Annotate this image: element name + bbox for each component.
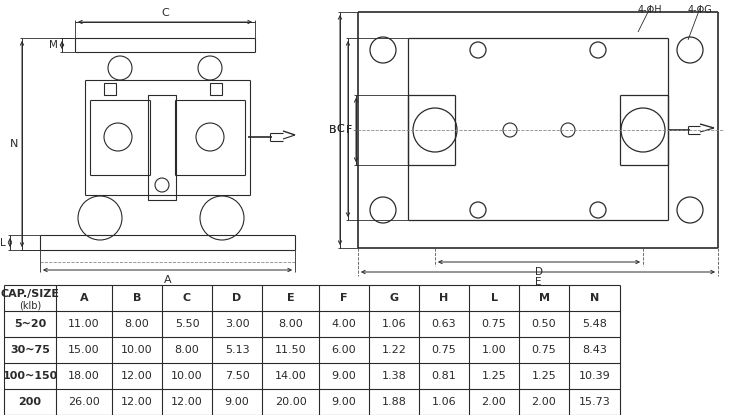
Bar [210,83,222,95]
Text: 10.00: 10.00 [172,371,203,381]
Text: E: E [535,277,541,287]
Text: 5.13: 5.13 [225,345,250,355]
Text: 26.00: 26.00 [68,397,100,407]
Text: A: A [80,293,88,303]
Text: 2.00: 2.00 [531,397,556,407]
Text: 12.00: 12.00 [171,397,203,407]
Text: 0.50: 0.50 [531,319,556,329]
Text: N: N [9,139,18,149]
Text: 1.22: 1.22 [382,345,407,355]
Text: 10.00: 10.00 [121,345,153,355]
Text: 12.00: 12.00 [121,371,153,381]
Text: C: C [337,124,344,134]
Text: G: G [389,293,399,303]
Text: 4-ΦH: 4-ΦH [638,5,662,15]
Text: 8.43: 8.43 [582,345,607,355]
Text: L: L [0,237,6,247]
Text: C: C [337,124,344,134]
Text: 5~20: 5~20 [14,319,46,329]
Text: 12.00: 12.00 [121,397,153,407]
Text: C: C [183,293,191,303]
Text: 9.00: 9.00 [331,397,356,407]
Text: H: H [439,293,449,303]
Text: 2.00: 2.00 [482,397,507,407]
Text: D: D [535,267,543,277]
Text: 5.48: 5.48 [582,319,607,329]
Text: B: B [329,125,336,135]
Text: M: M [49,40,58,50]
Text: 4.00: 4.00 [331,319,356,329]
Text: 0.75: 0.75 [431,345,456,355]
Text: 7.50: 7.50 [225,371,250,381]
Text: 1.06: 1.06 [431,397,456,407]
Bar [148,95,176,200]
Text: B: B [133,293,141,303]
Text: 1.00: 1.00 [482,345,507,355]
Text: CAP./SIZE: CAP./SIZE [1,289,60,299]
Text: 15.73: 15.73 [579,397,610,407]
Text: F: F [345,125,352,135]
Text: 8.00: 8.00 [125,319,150,329]
Text: 18.00: 18.00 [68,371,100,381]
Text: B: B [328,125,336,135]
Text: 0.75: 0.75 [482,319,507,329]
Text: 0.81: 0.81 [431,371,456,381]
Text: 30~75: 30~75 [10,345,50,355]
Text: 4-ΦG: 4-ΦG [688,5,712,15]
Text: 1.38: 1.38 [382,371,407,381]
Text: 8.00: 8.00 [278,319,303,329]
Text: 1.06: 1.06 [382,319,407,329]
Text: D: D [232,293,242,303]
Text: 11.00: 11.00 [68,319,100,329]
Text: N: N [590,293,599,303]
Text: A: A [164,275,172,285]
Text: 1.25: 1.25 [531,371,556,381]
Text: (klb): (klb) [19,300,41,310]
Text: F: F [340,293,347,303]
Text: 20.00: 20.00 [274,397,307,407]
Bar [104,83,116,95]
Text: 3.00: 3.00 [225,319,250,329]
Text: 11.50: 11.50 [274,345,307,355]
Text: 15.00: 15.00 [68,345,100,355]
Text: 1.88: 1.88 [382,397,407,407]
Text: 1.25: 1.25 [482,371,507,381]
Text: 8.00: 8.00 [174,345,199,355]
Text: 5.50: 5.50 [174,319,199,329]
Text: 9.00: 9.00 [225,397,250,407]
Text: L: L [491,293,498,303]
Text: 10.39: 10.39 [579,371,610,381]
Text: 14.00: 14.00 [274,371,307,381]
Text: 0.63: 0.63 [431,319,456,329]
Text: 9.00: 9.00 [331,371,356,381]
Text: 0.75: 0.75 [531,345,556,355]
Text: F: F [346,125,352,135]
Text: 6.00: 6.00 [331,345,356,355]
Text: E: E [287,293,294,303]
Text: 200: 200 [18,397,42,407]
Text: 100~150: 100~150 [2,371,58,381]
Text: M: M [539,293,550,303]
Text: C: C [161,8,169,18]
